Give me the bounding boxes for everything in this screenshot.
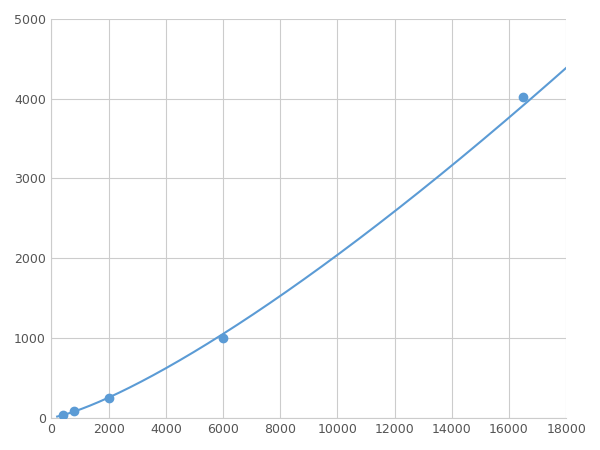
Point — [70, 408, 79, 415]
Point — [104, 394, 113, 401]
Point — [218, 334, 228, 342]
Point — [58, 412, 68, 419]
Point — [518, 94, 528, 101]
